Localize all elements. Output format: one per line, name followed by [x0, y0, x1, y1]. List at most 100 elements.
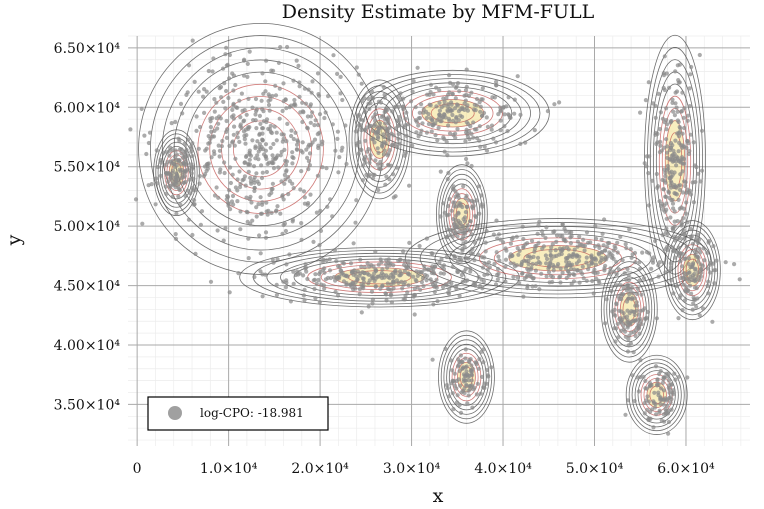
data-point — [429, 129, 434, 134]
data-point — [645, 407, 650, 412]
data-point — [551, 229, 556, 235]
data-point — [214, 185, 219, 190]
data-point — [259, 211, 264, 216]
data-point — [199, 209, 205, 214]
data-point — [581, 237, 586, 242]
data-point — [275, 257, 280, 262]
data-point — [215, 228, 220, 233]
data-point — [465, 278, 470, 283]
data-point — [208, 136, 213, 141]
data-point — [212, 109, 217, 114]
data-point — [472, 240, 478, 245]
data-point — [203, 148, 208, 153]
data-point — [642, 161, 647, 166]
data-point — [407, 183, 412, 188]
data-point — [528, 274, 534, 279]
data-point — [625, 282, 631, 287]
data-point — [646, 203, 652, 208]
data-point — [396, 136, 401, 141]
data-point — [322, 270, 327, 275]
data-point — [354, 274, 359, 279]
data-point — [267, 108, 272, 113]
data-point — [621, 285, 626, 290]
data-point — [277, 116, 282, 121]
data-point — [164, 191, 169, 196]
data-point — [308, 120, 313, 125]
data-point — [461, 241, 466, 246]
data-point — [297, 80, 302, 85]
data-point — [412, 312, 417, 317]
data-point — [393, 268, 398, 273]
data-point — [686, 141, 691, 146]
data-point — [431, 92, 436, 97]
data-point — [359, 264, 364, 269]
contour-line — [457, 361, 476, 393]
data-point — [560, 234, 565, 239]
data-point — [482, 144, 487, 149]
data-point — [614, 283, 619, 288]
data-point — [402, 269, 407, 274]
data-point — [566, 247, 571, 252]
data-point — [299, 148, 304, 153]
data-point — [370, 297, 375, 302]
data-point — [711, 261, 716, 266]
data-point — [273, 83, 278, 88]
data-point — [520, 224, 525, 229]
data-point — [335, 71, 340, 76]
data-point — [514, 234, 519, 239]
data-point — [480, 86, 485, 91]
data-point — [278, 211, 283, 216]
data-point — [682, 125, 687, 131]
y-tick-label: 5.00×10⁴ — [54, 219, 121, 235]
data-point — [572, 267, 577, 272]
data-point — [533, 244, 538, 249]
data-point — [194, 128, 199, 133]
data-point — [671, 206, 676, 211]
data-point — [516, 252, 521, 257]
data-point — [540, 232, 545, 237]
data-point — [532, 128, 537, 133]
data-point — [178, 169, 183, 174]
data-point — [681, 282, 686, 287]
x-tick-label: 5.0×10⁴ — [566, 461, 624, 477]
data-point — [593, 223, 598, 229]
data-point — [274, 138, 279, 143]
data-point — [506, 112, 511, 117]
data-point — [294, 142, 300, 147]
data-point — [185, 153, 190, 159]
data-point — [611, 269, 617, 274]
data-point — [456, 357, 461, 362]
data-point — [520, 259, 525, 265]
data-point — [263, 230, 269, 235]
data-point — [371, 115, 376, 120]
data-point — [357, 273, 362, 278]
data-point — [247, 125, 252, 130]
data-point — [242, 160, 247, 165]
data-point — [296, 63, 301, 68]
data-point — [692, 297, 697, 302]
data-point — [431, 302, 436, 307]
data-point — [227, 143, 232, 148]
data-point — [317, 300, 322, 305]
data-point — [183, 150, 188, 155]
data-point — [372, 140, 377, 145]
data-point — [265, 161, 270, 167]
data-point — [369, 263, 374, 268]
data-point — [252, 188, 257, 194]
data-point — [649, 266, 654, 271]
data-point — [459, 272, 464, 278]
data-point — [622, 271, 627, 276]
data-point — [451, 184, 456, 189]
data-point — [476, 252, 481, 257]
data-point — [485, 124, 490, 129]
data-point — [441, 267, 447, 272]
data-point — [307, 163, 312, 168]
data-point — [452, 200, 457, 205]
data-point — [668, 215, 673, 220]
data-point — [362, 109, 368, 115]
data-point — [153, 202, 158, 207]
data-point — [665, 403, 670, 408]
data-point — [166, 179, 171, 184]
data-point — [202, 110, 207, 115]
data-point — [462, 107, 467, 112]
